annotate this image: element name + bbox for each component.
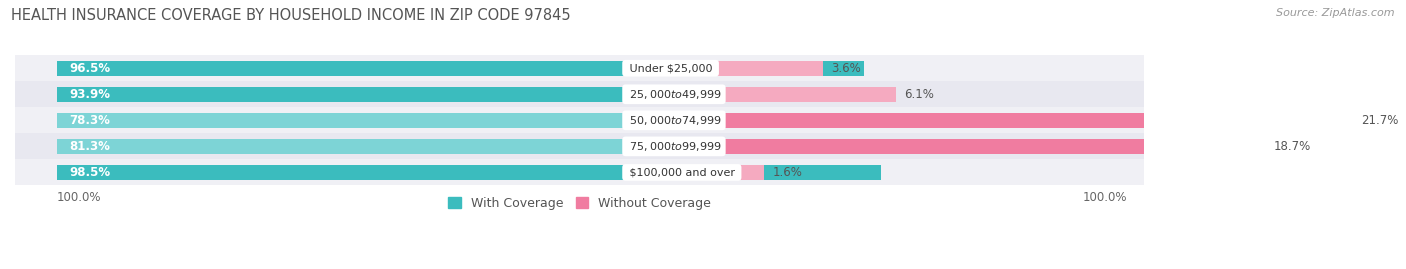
Text: 6.1%: 6.1% [904,88,935,101]
Text: 18.7%: 18.7% [1274,140,1310,153]
Text: 93.9%: 93.9% [69,88,110,101]
Text: Source: ZipAtlas.com: Source: ZipAtlas.com [1277,8,1395,18]
Text: 100.0%: 100.0% [1083,191,1128,204]
Text: 1.6%: 1.6% [773,166,803,179]
Text: $75,000 to $99,999: $75,000 to $99,999 [626,140,723,153]
Bar [717,113,1353,128]
Bar [717,139,1265,154]
Bar [56,113,711,128]
Text: HEALTH INSURANCE COVERAGE BY HOUSEHOLD INCOME IN ZIP CODE 97845: HEALTH INSURANCE COVERAGE BY HOUSEHOLD I… [11,8,571,23]
Bar [717,87,896,102]
Text: 96.5%: 96.5% [69,62,111,75]
Legend: With Coverage, Without Coverage: With Coverage, Without Coverage [449,197,711,210]
Bar [56,139,737,154]
Bar [15,160,1144,185]
Bar [15,81,1144,107]
Text: 21.7%: 21.7% [1361,114,1399,127]
Text: 3.6%: 3.6% [831,62,860,75]
Text: 100.0%: 100.0% [56,191,101,204]
Bar [717,165,765,180]
Text: $50,000 to $74,999: $50,000 to $74,999 [626,114,723,127]
Bar [15,55,1144,81]
Text: 81.3%: 81.3% [69,140,110,153]
Text: $100,000 and over: $100,000 and over [626,167,738,178]
Text: $25,000 to $49,999: $25,000 to $49,999 [626,88,723,101]
Bar [717,61,823,76]
Text: Under $25,000: Under $25,000 [626,63,716,73]
Bar [15,107,1144,133]
Bar [56,61,863,76]
Bar [56,87,842,102]
Text: 98.5%: 98.5% [69,166,111,179]
Bar [15,133,1144,160]
Text: 78.3%: 78.3% [69,114,110,127]
Bar [56,165,880,180]
